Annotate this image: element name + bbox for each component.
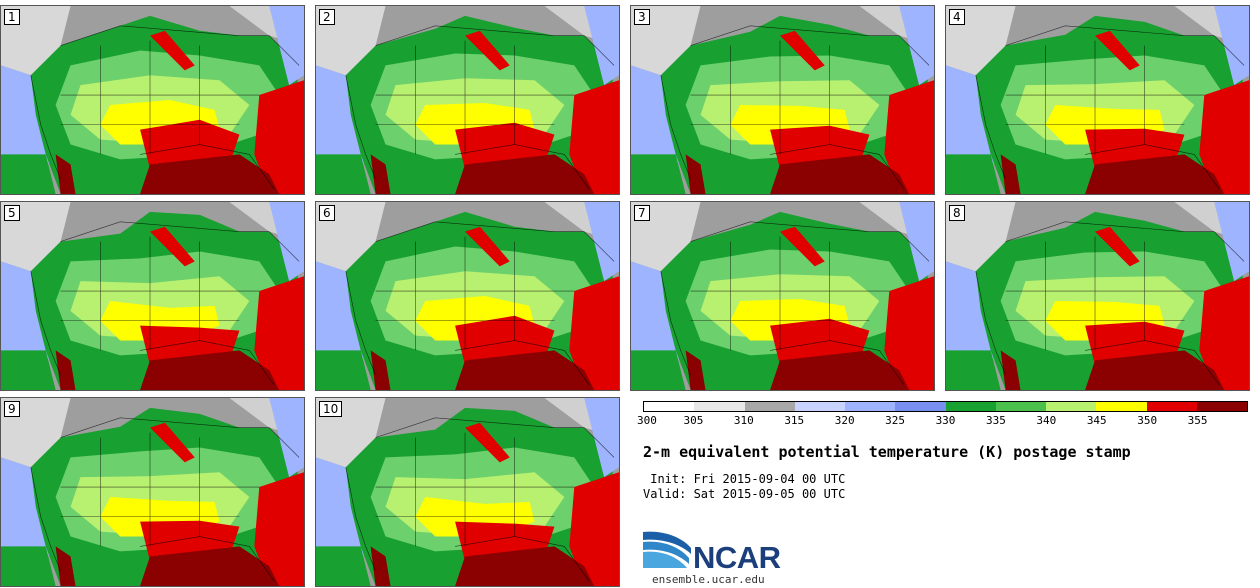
colorbar-segment — [1046, 402, 1097, 411]
colorbar-tick-label: 340 — [1036, 414, 1057, 427]
init-time: Init: Fri 2015-09-04 00 UTC — [643, 472, 846, 486]
panel-label: 7 — [634, 205, 650, 221]
colorbar-tick-label: 350 — [1137, 414, 1158, 427]
colorbar-ticks: 300 305 310 315 320 325 330 335 340 345 350 355 — [637, 414, 1248, 428]
postage-stamp-panel: 7 — [630, 201, 935, 391]
colorbar-tick-label: 335 — [985, 414, 1006, 427]
panel-label: 3 — [634, 9, 650, 25]
colorbar-segment — [644, 402, 695, 411]
colorbar-segment — [995, 402, 1046, 411]
panel-label: 2 — [319, 9, 335, 25]
panel-label: 5 — [4, 205, 20, 221]
postage-stamp-panel: 2 — [315, 5, 620, 195]
colorbar-tick-label: 320 — [834, 414, 855, 427]
colorbar-tick-label: 330 — [935, 414, 956, 427]
colorbar-tick-label: 305 — [683, 414, 704, 427]
colorbar-tick-label: 355 — [1187, 414, 1208, 427]
colorbar-segment — [694, 402, 745, 411]
postage-stamp-panel: 4 — [945, 5, 1250, 195]
colorbar-tick-label: 315 — [784, 414, 805, 427]
colorbar-tick-label: 300 — [637, 414, 657, 427]
postage-stamp-panel: 10 — [315, 397, 620, 587]
colorbar-segment — [744, 402, 795, 411]
postage-stamp-panel: 8 — [945, 201, 1250, 391]
colorbar-tick-label: 345 — [1086, 414, 1107, 427]
panel-label: 4 — [949, 9, 965, 25]
colorbar-segment — [794, 402, 845, 411]
postage-stamp-panel: 5 — [0, 201, 305, 391]
panel-label: 10 — [319, 401, 343, 417]
postage-stamp-panel: 9 — [0, 397, 305, 587]
postage-stamp-panel: 1 — [0, 5, 305, 195]
postage-stamp-panel: 6 — [315, 201, 620, 391]
site-url: ensemble.ucar.edu — [652, 573, 765, 586]
colorbar-segment — [895, 402, 946, 411]
colorbar-segment — [945, 402, 996, 411]
colorbar-segment — [1096, 402, 1147, 411]
colorbar-segment — [845, 402, 896, 411]
panel-label: 1 — [4, 9, 20, 25]
panel-label: 9 — [4, 401, 20, 417]
panel-label: 6 — [319, 205, 335, 221]
postage-stamp-panel: 3 — [630, 5, 935, 195]
colorbar-segment — [1146, 402, 1197, 411]
colorbar-tick-label: 325 — [885, 414, 906, 427]
panel-label: 8 — [949, 205, 965, 221]
valid-time: Valid: Sat 2015-09-05 00 UTC — [643, 487, 846, 501]
colorbar-segment — [1196, 402, 1247, 411]
figure-title: 2-m equivalent potential temperature (K)… — [643, 443, 1131, 461]
colorbar-tick-label: 310 — [733, 414, 754, 427]
colorbar — [643, 401, 1248, 412]
ncar-logo-icon — [643, 531, 691, 568]
ncar-logo-text: NCAR — [693, 540, 781, 575]
